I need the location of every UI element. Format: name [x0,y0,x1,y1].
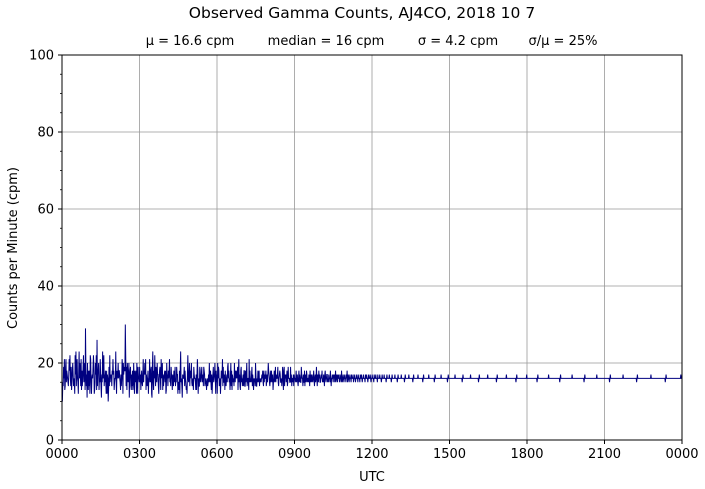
x-tick-label: 1200 [355,447,388,462]
y-tick-label: 80 [37,126,54,141]
x-tick-label: 0000 [665,447,698,462]
y-tick-label: 0 [46,434,54,449]
x-tick-label: 1800 [510,447,543,462]
stat-mean: μ = 16.6 cpm [146,34,235,49]
stat-sigma-over-mu: σ/μ = 25% [529,34,598,49]
x-tick-label: 2100 [588,447,621,462]
x-tick-label: 0600 [200,447,233,462]
axis-ticks: 0000 0300 0600 0900 1200 1500 1800 2100 00000204… [29,49,698,463]
series-line [61,324,682,402]
x-axis-label: UTC [359,470,385,485]
y-tick-label: 100 [29,49,54,64]
x-tick-label: 0000 [45,447,78,462]
x-tick-label: 0900 [278,447,311,462]
y-axis-label: Counts per Minute (cpm) [6,167,21,329]
grid-lines [61,54,683,441]
chart-title: Observed Gamma Counts, AJ4CO, 2018 10 7 [189,4,535,22]
stat-median: median = 16 cpm [268,34,385,49]
y-tick-label: 60 [37,203,54,218]
plot-frame [61,54,683,441]
y-tick-label: 20 [37,357,54,372]
x-tick-label: 0300 [123,447,156,462]
x-tick-label: 1500 [433,447,466,462]
stat-sigma: σ = 4.2 cpm [418,34,498,49]
y-tick-label: 40 [37,280,54,295]
